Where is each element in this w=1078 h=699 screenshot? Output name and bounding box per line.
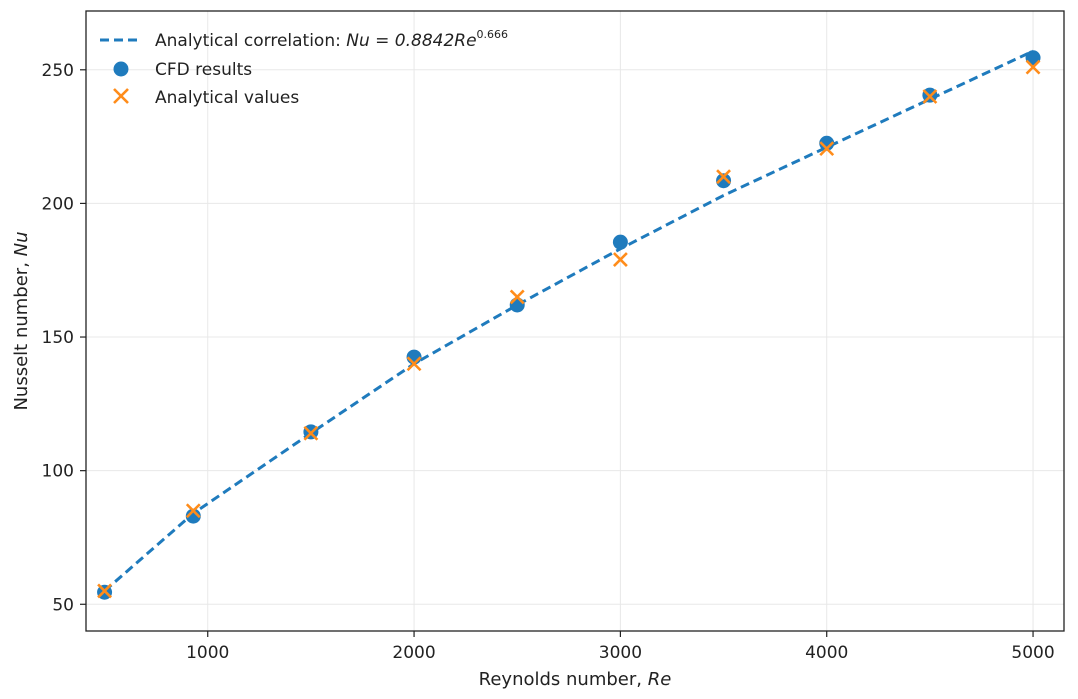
cross-stroke <box>612 252 628 267</box>
legend-circle-swatch <box>113 61 129 77</box>
y-tick-label: 250 <box>42 61 74 81</box>
y-axis-label: Nusselt number, Nu <box>11 231 32 410</box>
x-axis-label-variable: Re <box>648 669 672 690</box>
y-axis-label-text: Nusselt number, <box>11 256 32 410</box>
analytical-value-point <box>185 503 201 519</box>
analytical-value-point <box>509 289 525 305</box>
cross-stroke <box>819 141 835 157</box>
analytical-value-point <box>716 169 731 185</box>
cross-stroke <box>303 425 319 441</box>
cross-stroke <box>406 356 422 372</box>
cross-stroke <box>509 289 525 305</box>
analytical-correlation-line <box>103 49 1034 593</box>
cfd-point <box>1025 50 1041 66</box>
legend-label-analytical-values: Analytical values <box>155 88 299 108</box>
legend-label-formula: Nu = 0.8842Re <box>346 31 476 51</box>
analytical-value-point <box>922 89 938 104</box>
y-axis-label-variable: Nu <box>11 231 32 256</box>
analytical-value-point <box>406 356 422 372</box>
plot-background <box>86 11 1064 631</box>
y-tick-label: 50 <box>52 595 74 615</box>
series-analytical-values <box>97 59 1041 599</box>
cfd-point <box>819 135 835 151</box>
y-tick-label: 200 <box>42 194 74 214</box>
y-tick-label: 100 <box>42 462 74 482</box>
legend-label-analytical-correlation: Analytical correlation: Nu = 0.8842Re0.6… <box>155 28 508 51</box>
cross-stroke <box>97 583 112 599</box>
legend-label-analytical-correlation-text: Analytical correlation: <box>155 31 346 51</box>
legend: Analytical correlation: Nu = 0.8842Re0.6… <box>100 28 508 108</box>
cfd-point <box>612 234 628 250</box>
x-axis-label-text: Reynolds number, <box>479 669 648 690</box>
grid <box>86 11 1064 631</box>
analytical-value-point <box>97 583 112 599</box>
analytical-value-point <box>303 425 319 441</box>
x-tick-label: 3000 <box>599 643 642 663</box>
x-tick-label: 4000 <box>805 643 848 663</box>
cfd-point <box>509 297 525 313</box>
legend-cross-swatch <box>113 88 129 104</box>
legend-label-exponent: 0.666 <box>477 28 509 41</box>
x-tick-label: 5000 <box>1011 643 1054 663</box>
y-axis-ticks: 50 100 150 200 250 <box>42 61 86 615</box>
cross-stroke <box>1025 59 1041 75</box>
analytical-value-point <box>819 141 835 157</box>
x-tick-label: 1000 <box>186 643 229 663</box>
legend-label-cfd-results: CFD results <box>155 60 252 80</box>
x-tick-label: 2000 <box>392 643 435 663</box>
cross-stroke <box>922 89 938 104</box>
cfd-point <box>716 173 732 189</box>
cfd-point <box>185 508 201 524</box>
cross-stroke <box>185 503 201 519</box>
plot-frame <box>85 10 1065 632</box>
y-tick-label: 150 <box>42 328 74 348</box>
x-axis-ticks: 1000 2000 3000 4000 5000 <box>186 631 1055 663</box>
x-axis-label: Reynolds number, Re <box>479 669 672 690</box>
analytical-value-point <box>1025 59 1041 75</box>
series-analytical-correlation <box>103 49 1034 593</box>
analytical-value-point <box>612 252 628 267</box>
cross-stroke <box>716 169 731 185</box>
